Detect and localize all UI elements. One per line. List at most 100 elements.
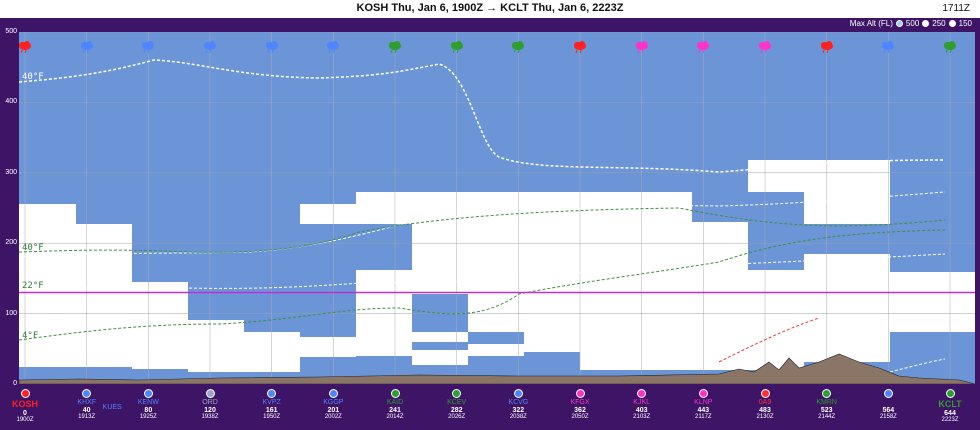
station-marker[interactable]: KHXF 40 1913Z bbox=[55, 387, 119, 420]
clear-region bbox=[890, 272, 975, 332]
max-alt-250-radio[interactable] bbox=[922, 20, 930, 27]
circle-icon bbox=[390, 389, 400, 398]
y-tick-label: 300 bbox=[5, 168, 17, 176]
max-alt-selector: Max Alt (FL) 500 250 150 bbox=[850, 19, 972, 28]
clear-regions bbox=[19, 160, 975, 372]
station-time: 2144Z bbox=[818, 414, 836, 420]
station-marker[interactable]: KMRN 523 2144Z bbox=[795, 387, 859, 420]
station-marker[interactable]: 0A9 483 2130Z bbox=[733, 387, 797, 420]
circle-icon bbox=[945, 389, 955, 398]
circle-icon bbox=[143, 389, 153, 398]
isotherm-line bbox=[19, 191, 946, 258]
station-distance: 523 bbox=[820, 407, 833, 414]
station-time: 2050Z bbox=[571, 414, 589, 420]
current-time: 1711Z bbox=[942, 3, 970, 14]
station-marker[interactable]: ORD 120 1938Z bbox=[178, 387, 242, 420]
snow-cloud-icon bbox=[943, 41, 957, 56]
max-alt-500-radio[interactable] bbox=[895, 20, 903, 27]
route-title: KOSH Thu, Jan 6, 1900Z → KCLT Thu, Jan 6… bbox=[356, 2, 624, 14]
clear-region bbox=[244, 332, 300, 372]
station-distance: 362 bbox=[574, 407, 586, 414]
station-distance: 644 bbox=[944, 410, 956, 417]
station-marker[interactable]: KCVG 322 2038Z bbox=[486, 387, 550, 420]
circle-icon bbox=[328, 389, 338, 398]
y-tick-label: 200 bbox=[5, 239, 17, 247]
station-time: 1925Z bbox=[139, 414, 157, 420]
station-marker[interactable]: KCEV 282 2026Z bbox=[425, 387, 489, 420]
station-distance: 241 bbox=[389, 407, 401, 414]
station-distance: 403 bbox=[635, 407, 648, 414]
isotherm-line bbox=[19, 59, 946, 173]
snow-cloud-icon bbox=[820, 41, 834, 56]
station-code: 0A9 bbox=[758, 399, 772, 406]
station-time: 1900Z bbox=[16, 417, 34, 423]
clear-region bbox=[636, 192, 692, 370]
clear-region bbox=[692, 222, 748, 370]
station-marker[interactable]: KAID 241 2014Z bbox=[363, 387, 427, 420]
station-code: KCVG bbox=[508, 399, 529, 406]
clear-region bbox=[748, 160, 804, 192]
circle-icon bbox=[82, 389, 92, 398]
isotherm-line bbox=[19, 253, 946, 291]
circle-icon bbox=[575, 389, 585, 398]
circle-icon bbox=[452, 389, 462, 398]
isotherm-line bbox=[19, 229, 946, 341]
station-code: KGGP bbox=[323, 399, 344, 406]
circle-icon bbox=[205, 389, 215, 398]
station-distance: 201 bbox=[327, 407, 340, 414]
isotherm-line bbox=[889, 358, 946, 373]
station-distance: 483 bbox=[759, 407, 771, 414]
clear-region bbox=[412, 332, 468, 342]
circle-icon bbox=[822, 389, 832, 398]
max-alt-150-label: 150 bbox=[958, 19, 972, 28]
max-alt-label: Max Alt (FL) bbox=[849, 19, 893, 28]
station-marker[interactable]: KGGP 201 2002Z bbox=[301, 387, 365, 420]
y-tick-label: 400 bbox=[5, 98, 17, 106]
snow-cloud-icon bbox=[573, 41, 587, 56]
rain-cloud-icon bbox=[450, 41, 464, 56]
isotherm-label: 4°F bbox=[22, 331, 39, 341]
station-code-extra: KUES bbox=[102, 404, 122, 411]
terrain-profile bbox=[19, 353, 975, 384]
max-alt-500-label: 500 bbox=[905, 19, 920, 28]
station-code: KLNP bbox=[694, 399, 713, 406]
snow-cloud-icon bbox=[758, 41, 772, 56]
max-alt-250-label: 250 bbox=[932, 19, 946, 28]
station-code: KCEV bbox=[447, 399, 467, 406]
clear-region bbox=[804, 160, 890, 224]
station-time: 2158Z bbox=[879, 414, 897, 420]
station-marker[interactable]: KVPZ 161 1950Z bbox=[240, 387, 304, 420]
station-marker[interactable]: KFGX 362 2050Z bbox=[548, 387, 612, 420]
station-code: KHXF bbox=[77, 399, 96, 406]
clear-region bbox=[468, 344, 524, 356]
station-code: KENW bbox=[137, 399, 159, 406]
max-alt-150-radio[interactable] bbox=[948, 20, 956, 27]
station-time: 1938Z bbox=[201, 414, 219, 420]
clear-region bbox=[356, 270, 412, 356]
clear-region bbox=[580, 192, 636, 370]
y-tick-label: 100 bbox=[5, 309, 17, 317]
station-marker[interactable]: KJKL 403 2103Z bbox=[610, 387, 674, 420]
station-distance: 80 bbox=[144, 407, 153, 414]
station-marker[interactable]: KCLT 644 2223Z bbox=[918, 387, 980, 423]
station-code: KJKL bbox=[633, 399, 651, 406]
isotherm-lines bbox=[19, 59, 946, 373]
circle-icon bbox=[637, 389, 647, 398]
clear-region bbox=[748, 270, 804, 370]
isotherm-label: 40°F bbox=[22, 72, 44, 82]
station-marker[interactable]: KENW 80 1925Z bbox=[116, 387, 180, 420]
station-marker[interactable]: KLNP 443 2117Z bbox=[671, 387, 735, 420]
title-bar: KOSH Thu, Jan 6, 1900Z → KCLT Thu, Jan 6… bbox=[0, 0, 980, 18]
snow-cloud-icon bbox=[326, 41, 340, 56]
station-distance: 564 bbox=[882, 407, 895, 414]
station-code: ORD bbox=[202, 399, 218, 406]
rain-cloud-icon bbox=[511, 41, 525, 56]
station-time: 1913Z bbox=[78, 414, 96, 420]
station-time: 2014Z bbox=[386, 414, 404, 420]
y-tick-label: 0 bbox=[13, 380, 17, 387]
circle-icon bbox=[760, 389, 770, 398]
station-marker[interactable]: KOSH 0 1900Z bbox=[0, 387, 57, 423]
station-code: KVPZ bbox=[262, 399, 281, 406]
station-code: KOSH bbox=[11, 399, 38, 409]
station-marker[interactable]: 564 2158Z bbox=[856, 387, 920, 420]
